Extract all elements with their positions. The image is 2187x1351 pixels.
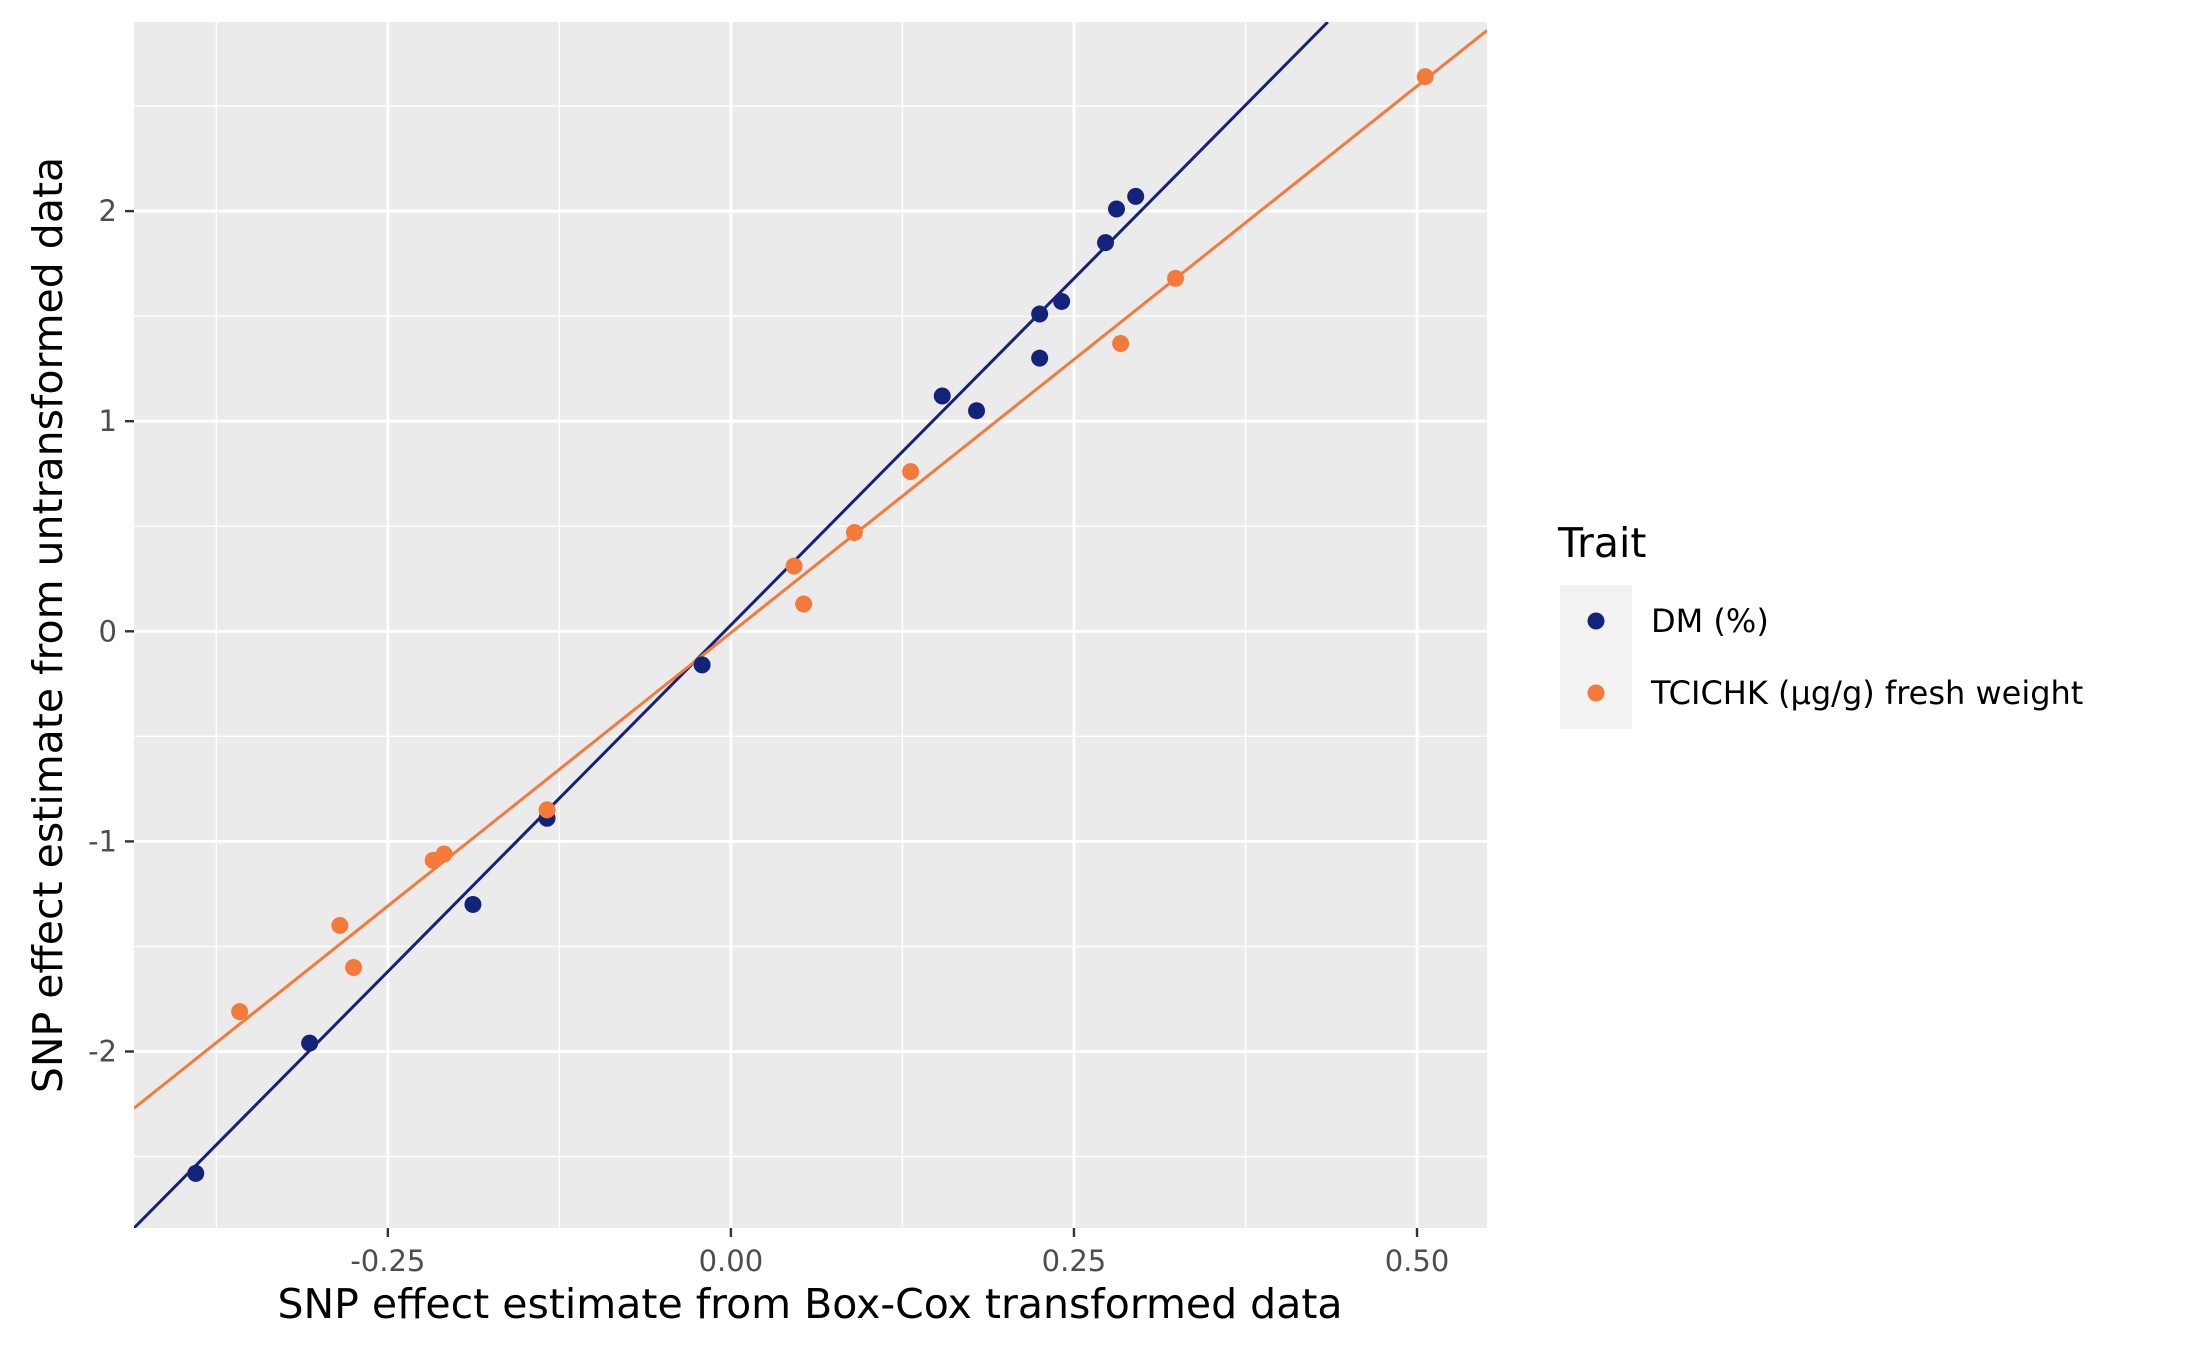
data-point-series-1 <box>231 1003 249 1021</box>
data-point-series-1 <box>785 557 803 575</box>
legend-label-dm: DM (%) <box>1651 602 1769 640</box>
data-point-series-1 <box>1167 269 1185 287</box>
data-point-series-1 <box>538 801 556 819</box>
plot-panel <box>134 22 1487 1228</box>
legend-label-tcichk: TCICHK (μg/g) fresh weight <box>1650 674 2083 712</box>
data-point-series-0 <box>187 1164 205 1182</box>
data-point-series-0 <box>693 656 711 674</box>
data-point-series-1 <box>1416 68 1434 86</box>
y-tick-label: 1 <box>99 404 117 438</box>
data-point-series-1 <box>902 463 920 481</box>
legend-key-dm <box>1587 612 1605 630</box>
data-point-series-0 <box>301 1034 319 1052</box>
grid-lines <box>134 22 1487 1228</box>
x-tick-label: 0.25 <box>1042 1244 1107 1278</box>
x-axis-title: SNP effect estimate from Box-Cox transfo… <box>277 1280 1342 1328</box>
legend: Trait DM (%) TCICHK (μg/g) fresh weight <box>1557 519 2083 729</box>
y-tick-label: -2 <box>88 1035 117 1069</box>
data-point-series-0 <box>1031 349 1049 367</box>
legend-key-background <box>1560 585 1632 729</box>
data-point-series-0 <box>1108 200 1126 218</box>
legend-title: Trait <box>1557 519 1646 567</box>
axis-ticks: -0.25 0.00 0.25 0.50 -2 -1 0 1 2 <box>88 194 1449 1278</box>
data-point-series-0 <box>1031 305 1049 323</box>
fit-lines <box>134 22 1487 1228</box>
y-tick-label: -1 <box>88 824 117 858</box>
data-point-series-1 <box>845 524 863 542</box>
data-point-series-0 <box>933 387 951 405</box>
legend-key-tcichk <box>1587 684 1605 702</box>
data-point-series-0 <box>1097 234 1115 252</box>
x-tick-label: -0.25 <box>350 1244 425 1278</box>
data-point-series-0 <box>1053 292 1071 310</box>
data-point-series-0 <box>464 895 482 913</box>
data-point-series-1 <box>345 958 363 976</box>
data-point-series-0 <box>1127 187 1145 205</box>
data-point-series-1 <box>331 916 349 934</box>
x-tick-label: 0.00 <box>699 1244 764 1278</box>
data-point-series-1 <box>795 595 813 613</box>
fit-line-series-0 <box>134 22 1329 1228</box>
y-tick-label: 2 <box>99 194 117 228</box>
data-point-series-1 <box>435 845 453 863</box>
y-tick-label: 0 <box>99 614 117 648</box>
x-tick-label: 0.50 <box>1385 1244 1450 1278</box>
data-point-series-0 <box>968 402 986 420</box>
data-points <box>187 68 1434 1182</box>
y-axis-title: SNP effect estimate from untransformed d… <box>24 157 72 1093</box>
fit-line-series-1 <box>134 29 1487 1110</box>
data-point-series-1 <box>1112 334 1130 352</box>
